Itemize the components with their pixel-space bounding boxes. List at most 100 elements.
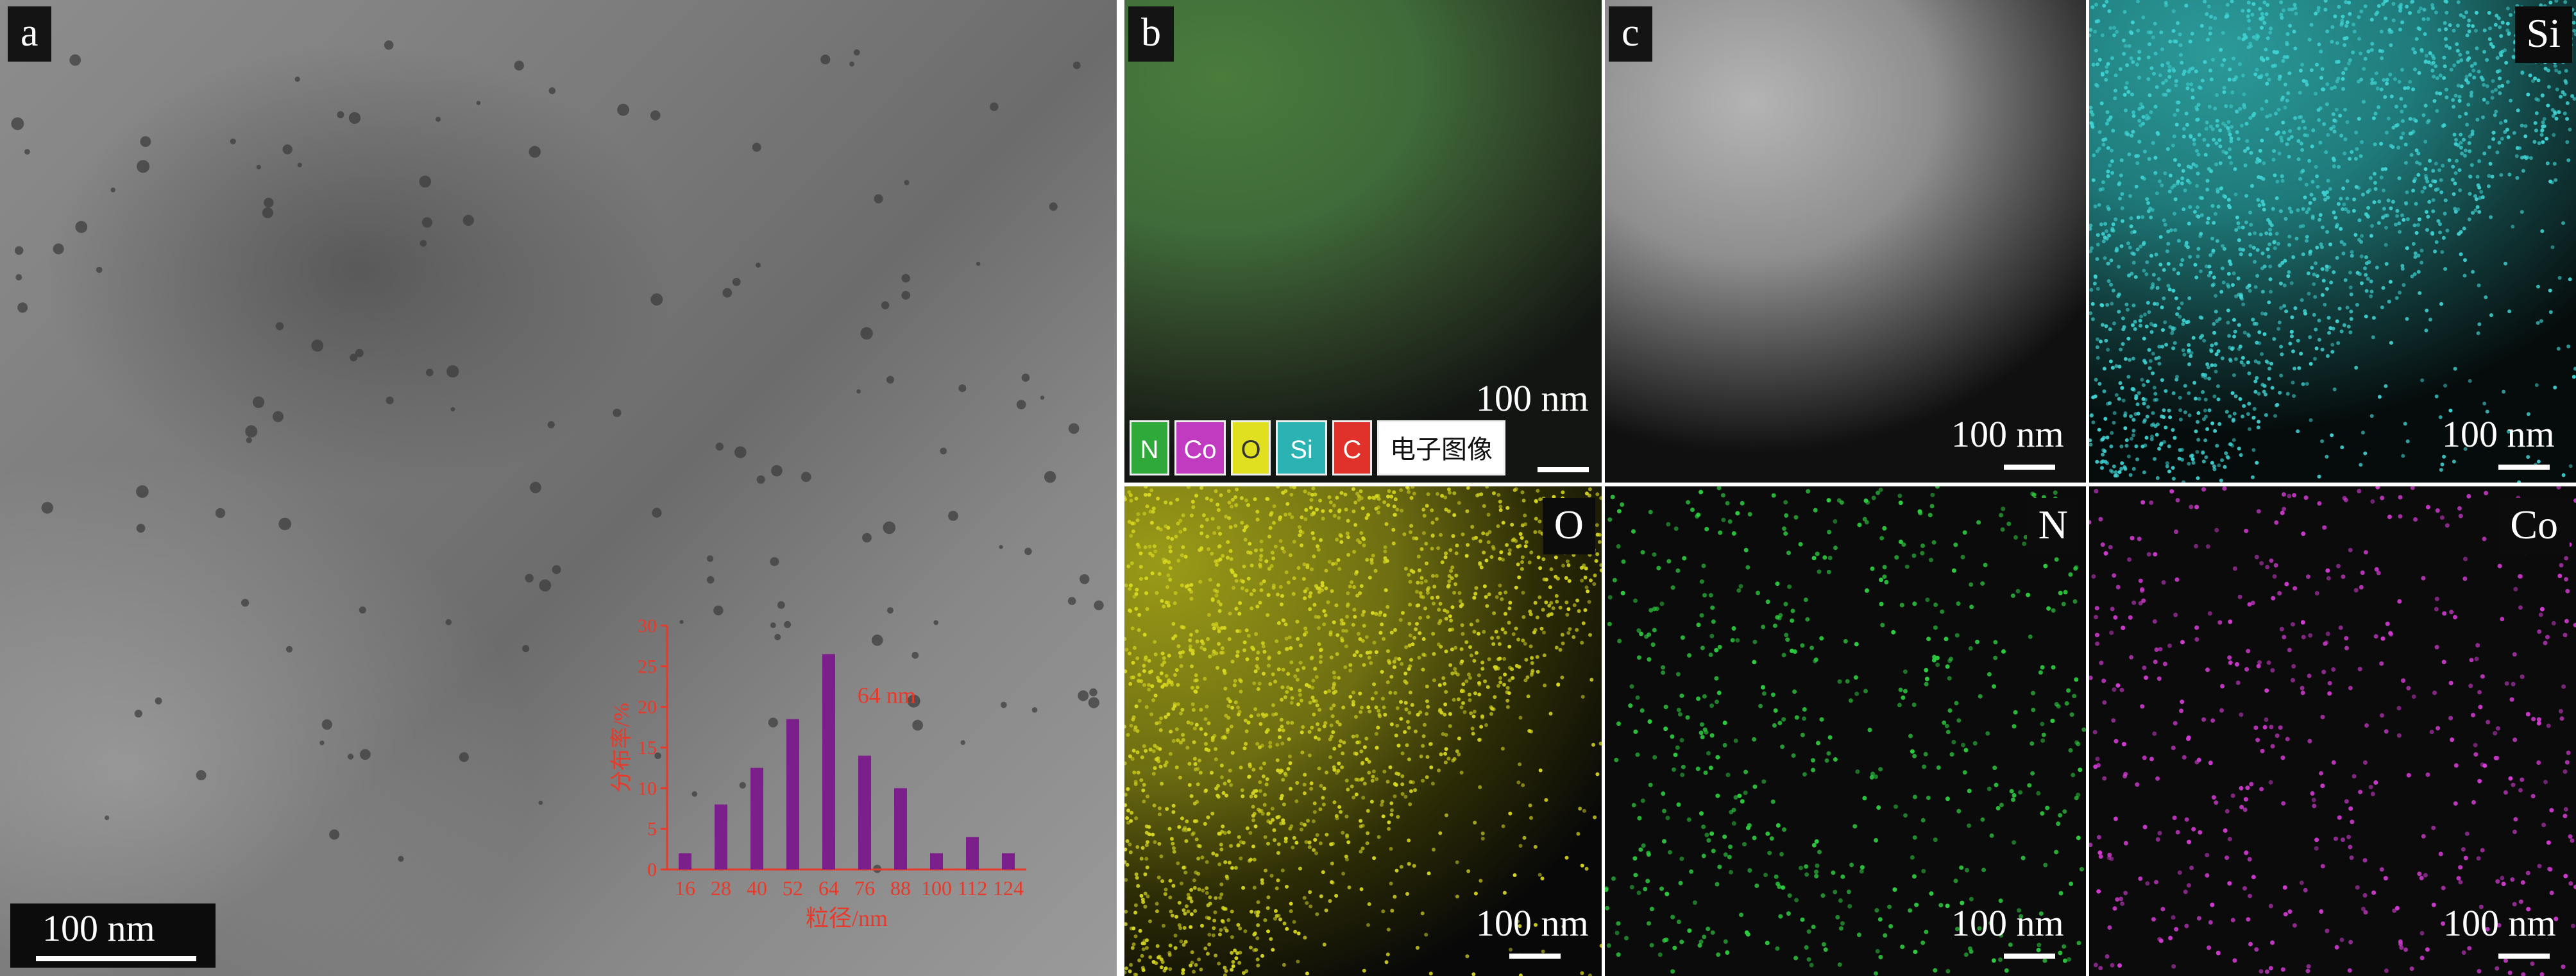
element-dot xyxy=(1286,672,1291,676)
element-dot xyxy=(1912,601,1917,606)
element-dot xyxy=(1583,576,1588,579)
particle xyxy=(256,164,261,169)
particle xyxy=(976,261,981,266)
element-dot xyxy=(2112,573,2117,578)
element-dot xyxy=(2072,599,2078,604)
element-dot xyxy=(1303,589,1307,594)
element-dot xyxy=(2564,619,2569,624)
element-dot xyxy=(1329,734,1334,739)
element-dot xyxy=(2573,366,2576,371)
element-dot xyxy=(1819,717,1824,722)
element-dot xyxy=(1176,558,1181,563)
element-dot xyxy=(1389,630,1394,635)
element-dot xyxy=(2475,643,2480,648)
element-dot xyxy=(1953,878,1958,884)
element-dot xyxy=(2127,44,2131,48)
element-dot xyxy=(1313,492,1318,497)
element-dot xyxy=(2556,486,2561,490)
element-dot xyxy=(2473,752,2479,757)
element-dot xyxy=(1431,631,1436,636)
element-dot xyxy=(1216,508,1221,512)
element-dot xyxy=(1248,859,1251,863)
si-dots xyxy=(2089,0,2576,483)
element-dot xyxy=(2107,234,2111,238)
element-dot xyxy=(2078,767,2083,773)
element-dot xyxy=(1582,563,1586,568)
element-dot xyxy=(2289,281,2294,286)
element-dot xyxy=(1274,712,1278,716)
element-dot xyxy=(2557,110,2561,114)
element-dot xyxy=(2164,425,2168,430)
element-dot xyxy=(1240,788,1244,792)
element-dot xyxy=(2385,81,2389,86)
element-dot xyxy=(2091,395,2096,400)
element-dot xyxy=(2373,81,2377,85)
element-dot xyxy=(2221,244,2225,248)
element-dot xyxy=(2232,271,2236,275)
element-dot xyxy=(1146,794,1149,799)
element-dot xyxy=(2411,47,2416,51)
element-dot xyxy=(1366,705,1371,710)
element-dot xyxy=(1838,898,1843,903)
element-dot xyxy=(1252,588,1257,593)
element-dot xyxy=(1264,559,1269,563)
element-dot xyxy=(2480,195,2485,200)
element-dot xyxy=(2537,141,2541,146)
element-dot xyxy=(2187,461,2191,466)
element-dot xyxy=(1897,703,1902,708)
element-dot xyxy=(2326,178,2330,183)
element-dot xyxy=(2180,640,2185,645)
element-dot xyxy=(2089,675,2093,680)
element-dot xyxy=(1332,765,1336,769)
element-dot xyxy=(1648,782,1653,787)
particle xyxy=(912,719,923,731)
element-dot xyxy=(1721,517,1726,522)
element-dot xyxy=(1348,585,1352,588)
element-dot xyxy=(2126,90,2131,94)
element-dot xyxy=(2142,150,2147,154)
element-dot xyxy=(2303,309,2307,313)
element-dot xyxy=(1216,665,1219,670)
element-dot xyxy=(1139,577,1143,581)
element-dot xyxy=(1443,712,1447,717)
element-dot xyxy=(2128,473,2133,477)
element-dot xyxy=(2551,621,2556,626)
element-dot xyxy=(2470,163,2474,167)
element-dot xyxy=(1130,946,1135,950)
element-dot xyxy=(1536,488,1540,493)
element-dot xyxy=(1945,664,1950,669)
element-dot xyxy=(1814,839,1819,844)
element-dot xyxy=(1437,683,1442,687)
element-dot xyxy=(1780,744,1785,749)
element-dot xyxy=(2479,190,2484,194)
element-dot xyxy=(1459,604,1463,608)
element-dot xyxy=(1579,565,1584,570)
element-dot xyxy=(2062,958,2067,963)
element-dot xyxy=(1127,520,1131,524)
element-dot xyxy=(1167,951,1172,955)
element-dot xyxy=(1389,881,1393,886)
element-dot xyxy=(1999,933,2004,938)
particle xyxy=(15,274,22,281)
element-dot xyxy=(1384,960,1389,964)
element-dot xyxy=(1629,684,1634,689)
element-dot xyxy=(1956,809,1962,814)
element-dot xyxy=(1232,683,1237,687)
element-dot xyxy=(2156,132,2160,136)
element-dot xyxy=(1230,909,1234,914)
element-dot xyxy=(2500,617,2505,622)
element-dot xyxy=(1263,835,1267,839)
element-dot xyxy=(2559,94,2563,99)
element-dot xyxy=(2565,101,2570,105)
element-dot xyxy=(2545,137,2549,141)
element-dot xyxy=(1185,746,1190,750)
element-dot xyxy=(1725,950,1730,955)
element-dot xyxy=(2215,443,2219,448)
element-dot xyxy=(2450,178,2455,182)
element-dot xyxy=(1233,866,1238,870)
element-dot xyxy=(1208,902,1212,906)
element-dot xyxy=(1699,613,1704,618)
element-dot xyxy=(1727,519,1733,524)
element-dot xyxy=(1162,604,1166,609)
element-dot xyxy=(2305,210,2309,214)
